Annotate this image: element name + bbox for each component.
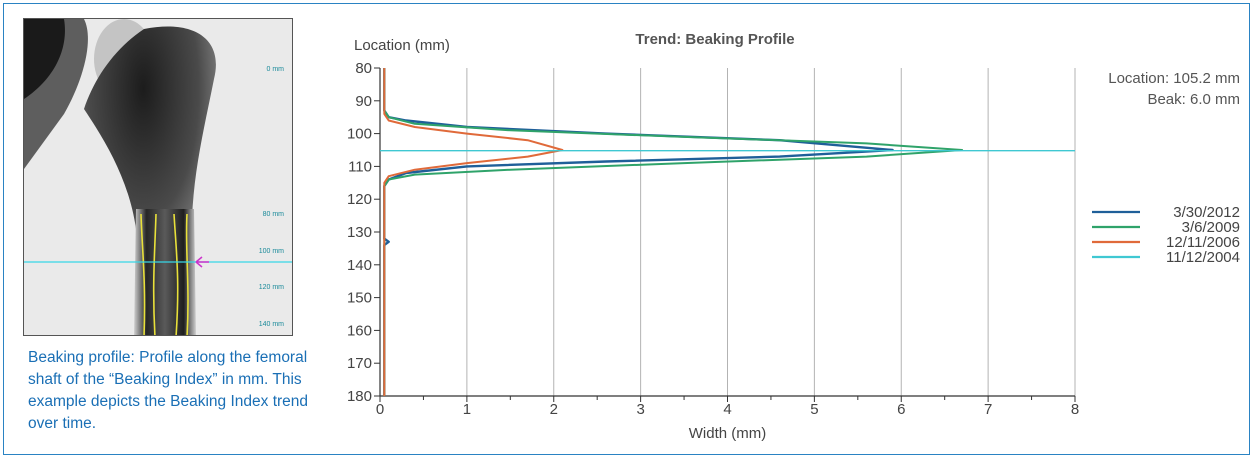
y-tick-label-180: 180 [347, 388, 372, 405]
y-axis-title: Location (mm) [354, 37, 450, 54]
x-tick-label-6: 6 [897, 401, 905, 418]
chart-title: Trend: Beaking Profile [635, 31, 794, 48]
annotation-beak: Beak: 6.0 mm [1147, 91, 1240, 108]
series-line-0 [383, 68, 894, 396]
x-tick-label-1: 1 [463, 401, 471, 418]
x-tick-label-2: 2 [550, 401, 558, 418]
y-tick-label-140: 140 [347, 257, 372, 274]
y-tick-label-130: 130 [347, 224, 372, 241]
legend-label-2: 12/11/2006 [1166, 234, 1240, 251]
legend-label-3: 11/12/2004 [1166, 249, 1240, 266]
x-tick-label-5: 5 [810, 401, 818, 418]
xray-tick-120: 120 mm [259, 284, 284, 291]
x-tick-label-3: 3 [636, 401, 644, 418]
figure-caption: Beaking profile: Profile along the femor… [28, 349, 309, 432]
y-tick-label-110: 110 [348, 158, 372, 175]
xray-tick-80: 80 mm [263, 211, 285, 218]
y-tick-label-80: 80 [355, 60, 372, 77]
annotation-location: Location: 105.2 mm [1108, 70, 1240, 87]
xray-tick-100: 100 mm [259, 248, 284, 255]
series-line-1 [383, 68, 964, 396]
x-tick-label-4: 4 [723, 401, 731, 418]
y-tick-label-100: 100 [347, 126, 372, 143]
legend-label-0: 3/30/2012 [1173, 204, 1240, 221]
xray-tick-0: 0 mm [267, 66, 285, 73]
femur-xray-svg: 0 mm 80 mm 100 mm 120 mm 140 mm [24, 19, 292, 335]
x-tick-label-7: 7 [984, 401, 992, 418]
series-line-2 [383, 68, 564, 396]
y-tick-label-160: 160 [347, 322, 372, 339]
y-tick-label-90: 90 [355, 93, 372, 110]
legend-label-1: 3/6/2009 [1182, 219, 1240, 236]
y-tick-label-120: 120 [347, 191, 372, 208]
figure-frame [3, 3, 1250, 455]
xray-tick-140: 140 mm [259, 321, 284, 328]
x-tick-label-0: 0 [376, 401, 384, 418]
xray-image: 0 mm 80 mm 100 mm 120 mm 140 mm [23, 18, 293, 336]
y-tick-label-150: 150 [347, 290, 372, 307]
x-axis-title: Width (mm) [689, 425, 767, 442]
x-tick-label-8: 8 [1071, 401, 1079, 418]
y-tick-label-170: 170 [347, 355, 372, 372]
